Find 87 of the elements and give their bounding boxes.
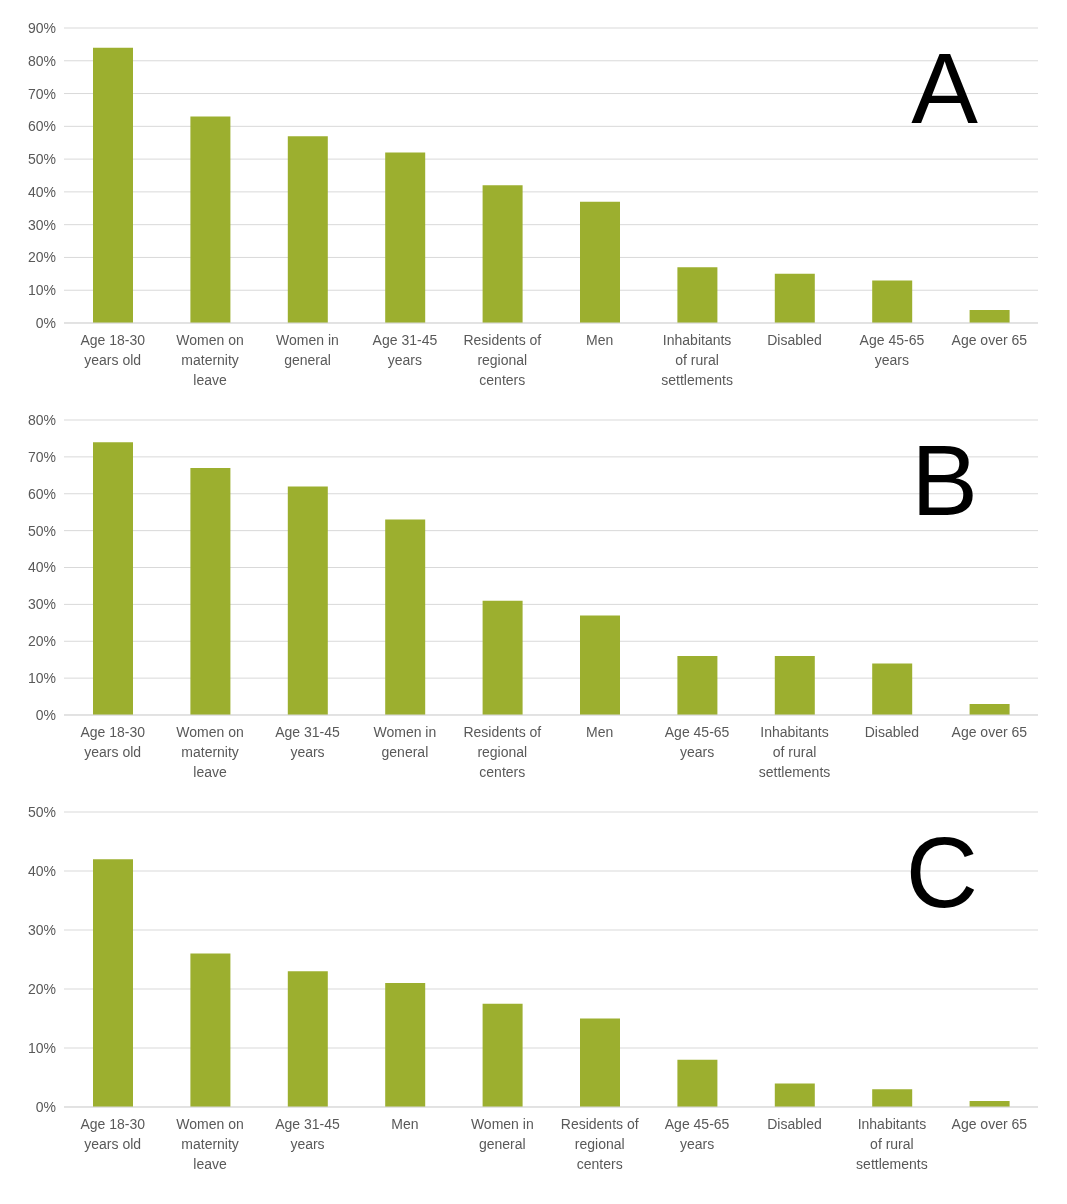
bar [872,663,913,715]
y-tick-label: 90% [27,19,56,36]
x-tick-label: Age over 65 [951,1116,1028,1132]
bar [482,185,523,323]
x-tick-label: Age 45-65 years [664,1116,730,1152]
x-tick-label: Age over 65 [951,724,1028,740]
x-tick-label: Residents of regional centers [463,724,542,780]
bar [385,519,426,715]
bar [482,600,523,715]
bar [190,467,231,715]
y-tick-label: 50% [27,151,56,168]
x-tick-label: Age 18-30 years old [80,724,146,760]
x-tick-label: Women on maternity leave [176,332,244,388]
y-tick-label: 20% [27,249,56,266]
x-tick-label: Residents of regional centers [560,1116,639,1172]
x-tick-label: Age 31-45 years [275,724,341,760]
annotation: B [911,424,978,536]
x-tick-label: Women in general [276,332,339,368]
x-tick-label: Inhabitants of rural settlements [856,1116,928,1172]
y-tick-label: 10% [27,670,56,687]
bar [287,971,328,1107]
x-tick-label: Age 45-65 years [859,332,925,368]
x-tick-label: Women on maternity leave [176,1116,244,1172]
bar [190,116,231,323]
x-tick-label: Men [586,332,614,348]
bar [93,47,133,323]
y-tick-label: 40% [27,559,56,576]
annotation: A [911,32,978,144]
bar [385,983,426,1107]
bar [774,1083,815,1107]
y-tick-label: 10% [27,1039,56,1056]
x-tick-label: Women in general [373,724,437,760]
bar [872,280,913,323]
x-tick-label: Disabled [864,724,920,740]
y-tick-label: 70% [27,85,56,102]
bar [190,953,231,1107]
bar [774,656,815,715]
bar [93,442,133,715]
x-tick-label: Men [391,1116,419,1132]
y-tick-label: 80% [27,411,56,428]
x-tick-label: Inhabitants of rural settlements [661,332,733,388]
y-tick-label: 10% [27,282,56,299]
x-tick-label: Men [586,724,614,740]
y-tick-label: 40% [27,183,56,200]
bar [580,615,620,715]
bar [969,703,1010,715]
bar [482,1003,523,1107]
bar [580,1018,620,1107]
x-tick-label: Age 31-45 years [372,332,438,368]
x-tick-label: Residents of regional centers [463,332,542,388]
bar [385,152,426,323]
x-tick-label: Inhabitants of rural settlements [758,724,831,780]
x-tick-label: Age over 65 [951,332,1028,348]
x-tick-label: Women in general [470,1116,534,1152]
bar [93,859,133,1107]
y-tick-label: 80% [27,52,56,69]
y-tick-label: 30% [27,921,56,938]
y-tick-label: 20% [27,633,56,650]
bar [677,1059,718,1107]
y-tick-label: 0% [35,1098,56,1115]
x-tick-label: Age 45-65 years [664,724,730,760]
x-tick-label: Age 31-45 years [275,1116,341,1152]
bar [872,1089,913,1107]
y-tick-label: 50% [27,803,56,820]
y-tick-label: 70% [27,448,56,465]
annotation: C [905,816,978,928]
y-tick-label: 30% [27,216,56,233]
bar [677,656,718,715]
y-tick-label: 60% [27,485,56,502]
bar [287,486,328,715]
y-tick-label: 0% [35,314,56,331]
y-tick-label: 0% [35,706,56,723]
bar [677,267,718,323]
y-tick-label: 60% [27,118,56,135]
y-tick-label: 20% [27,980,56,997]
y-tick-label: 40% [27,862,56,879]
bar [774,273,815,323]
x-tick-label: Age 18-30 years old [80,1116,146,1152]
x-tick-label: Age 18-30 years old [80,332,146,368]
y-tick-label: 50% [27,522,56,539]
x-tick-label: Women on maternity leave [176,724,244,780]
bar [287,136,328,323]
x-tick-label: Disabled [767,332,822,348]
bar [969,309,1010,323]
bar [580,201,620,323]
x-tick-label: Disabled [767,1116,822,1132]
y-tick-label: 30% [27,596,56,613]
